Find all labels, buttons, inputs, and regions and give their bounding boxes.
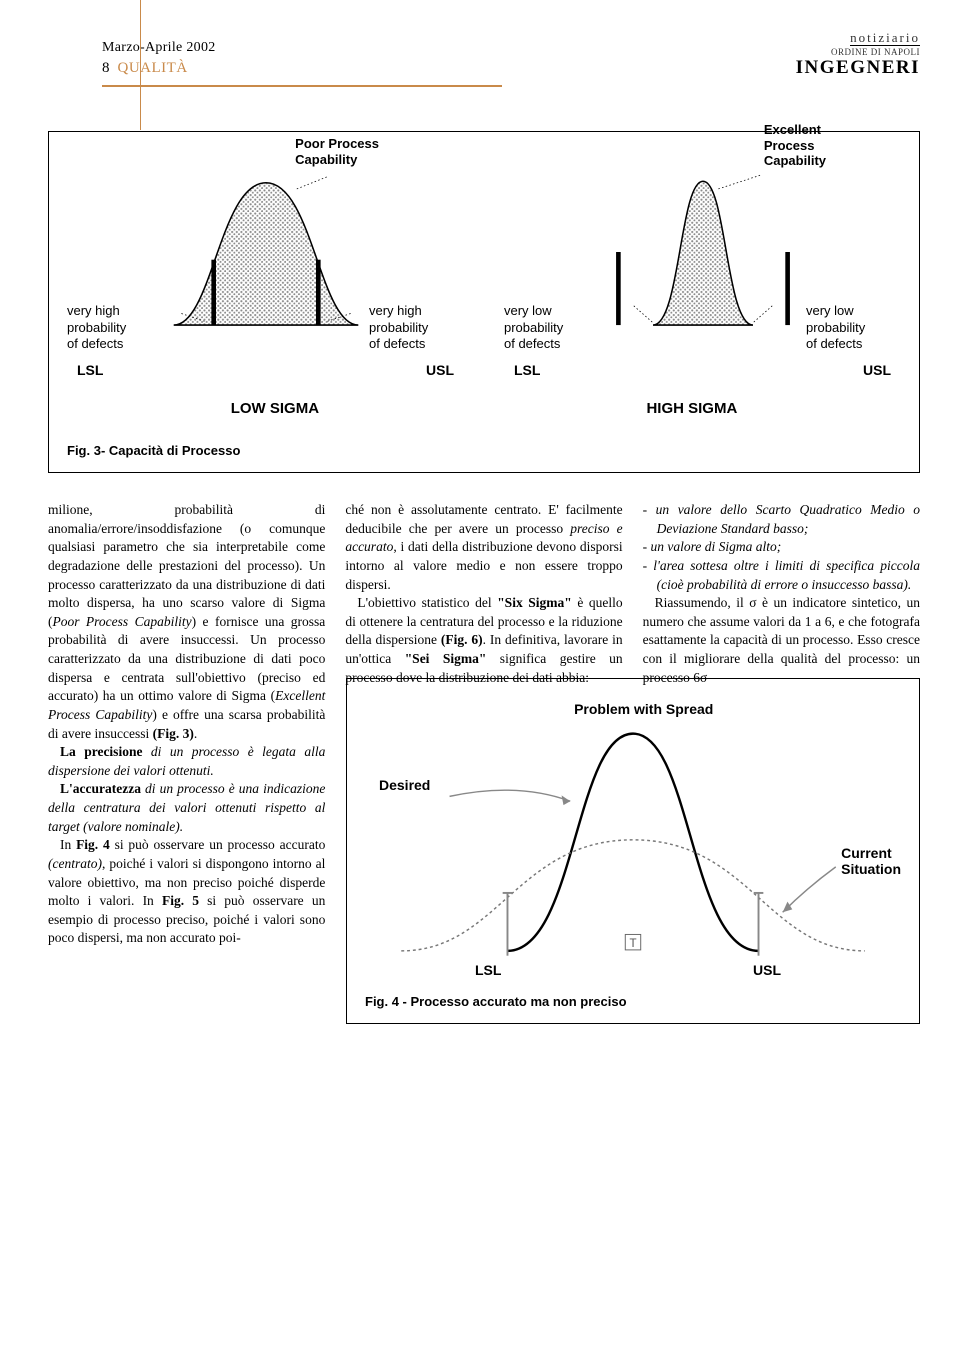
col1-p1: milione, probabilità di anomalia/errore/… bbox=[48, 501, 325, 743]
figure-3-charts-row: very high probability of defects Poor Pr… bbox=[67, 152, 901, 378]
page-section-row: 8 QUALITÀ bbox=[102, 60, 188, 77]
section-name: QUALITÀ bbox=[118, 60, 188, 77]
fig3-sigma-row: LOW SIGMA HIGH SIGMA bbox=[67, 400, 901, 417]
col1-p4: In Fig. 4 si può osservare un processo a… bbox=[48, 836, 325, 948]
figure-3-caption: Fig. 3- Capacità di Processo bbox=[67, 443, 901, 458]
fig4-usl: USL bbox=[753, 962, 781, 978]
issue-date: Marzo-Aprile 2002 bbox=[102, 40, 216, 56]
page-number: 8 bbox=[102, 60, 110, 77]
column-1: milione, probabilità di anomalia/errore/… bbox=[48, 501, 335, 948]
fig3-right-lsl: LSL bbox=[514, 362, 540, 378]
col3-bullet-2: un valore di Sigma alto; bbox=[643, 538, 920, 557]
fig3-right-leftlabel: very low probability of defects bbox=[504, 303, 599, 352]
fig3-right-chart: very low probability of defects Excellen… bbox=[504, 152, 901, 378]
figure-4-chart: Problem with Spread Desired Current Situ… bbox=[365, 695, 901, 980]
fig4-title: Problem with Spread bbox=[574, 701, 713, 717]
fig3-low-sigma: LOW SIGMA bbox=[231, 400, 319, 417]
svg-text:T: T bbox=[629, 938, 636, 950]
fig3-left-leftlabel: very high probability of defects bbox=[67, 303, 162, 352]
masthead-ordine: ORDINE DI NAPOLI bbox=[796, 48, 920, 57]
header-rule bbox=[102, 85, 502, 87]
fig3-right-usl: USL bbox=[863, 362, 891, 378]
fig3-left-chart: very high probability of defects Poor Pr… bbox=[67, 152, 464, 378]
fig3-left-callout: Poor Process Capability bbox=[295, 136, 379, 167]
col3-bullet-1: un valore dello Scarto Quadratico Medio … bbox=[643, 501, 920, 538]
fig4-lsl: LSL bbox=[475, 962, 501, 978]
fig3-left-svg: Poor Process Capability bbox=[162, 152, 369, 352]
fig4-svg: T bbox=[365, 695, 901, 975]
fig3-high-sigma: HIGH SIGMA bbox=[646, 400, 737, 417]
figure-4-box: Problem with Spread Desired Current Situ… bbox=[346, 678, 920, 1024]
figure-4-caption: Fig. 4 - Processo accurato ma non precis… bbox=[365, 994, 901, 1009]
left-vertical-rule bbox=[140, 0, 141, 130]
header-left: Marzo-Aprile 2002 8 QUALITÀ bbox=[40, 40, 216, 77]
page-header: Marzo-Aprile 2002 8 QUALITÀ notiziario O… bbox=[40, 30, 920, 77]
fig3-left-lsl: LSL bbox=[77, 362, 103, 378]
fig3-left-usl: USL bbox=[426, 362, 454, 378]
header-right: notiziario ORDINE DI NAPOLI INGEGNERI bbox=[796, 30, 920, 77]
col3-bullet-3: l'area sottesa oltre i limiti di specifi… bbox=[643, 557, 920, 594]
fig3-right-rightlabel: very low probability of defects bbox=[806, 303, 901, 352]
col3-p1: Riassumendo, il σ è un indicatore sintet… bbox=[643, 594, 920, 687]
fig3-right-callout: Excellent Process Capability bbox=[764, 122, 826, 169]
fig3-left-rightlabel: very high probability of defects bbox=[369, 303, 464, 352]
masthead-notiziario: notiziario bbox=[850, 31, 920, 46]
col2-p2: L'obiettivo statistico del "Six Sigma" è… bbox=[345, 594, 622, 687]
fig4-desired-label: Desired bbox=[379, 777, 430, 793]
fig3-right-svg: Excellent Process Capability bbox=[599, 152, 806, 352]
fig4-current-label: Current Situation bbox=[841, 845, 901, 877]
col1-p2: La precisione di un processo è legata al… bbox=[48, 743, 325, 780]
col3-bullets: un valore dello Scarto Quadratico Medio … bbox=[643, 501, 920, 594]
fig3-left-limits: LSL USL bbox=[67, 362, 464, 378]
col1-p3: L'accuratezza di un processo è una indic… bbox=[48, 780, 325, 836]
masthead-ingegneri: INGEGNERI bbox=[796, 58, 920, 77]
fig3-right-limits: LSL USL bbox=[504, 362, 901, 378]
col2-p1: ché non è assolutamente centrato. E' fac… bbox=[345, 501, 622, 594]
figure-3-box: very high probability of defects Poor Pr… bbox=[48, 131, 920, 473]
